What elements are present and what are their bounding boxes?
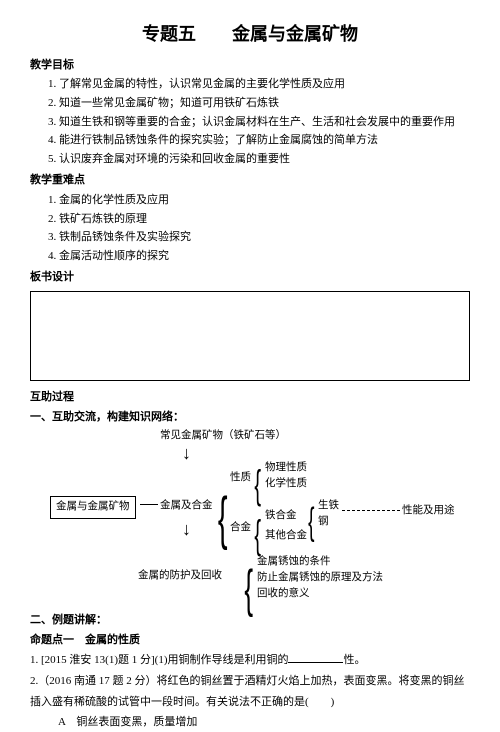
heading-keypoints: 教学重难点 bbox=[30, 172, 470, 190]
goal-item: 3. 知道生铁和钢等重要的合金；认识金属材料在生产、生活和社会发展中的重要作用 bbox=[48, 114, 470, 132]
arrow-down-icon: ↓ bbox=[182, 520, 191, 538]
blank-line bbox=[288, 651, 343, 663]
goals-list: 1. 了解常见金属的特性，认识常见金属的主要化学性质及应用 2. 知道一些常见金… bbox=[30, 76, 470, 168]
diag-i1: 生铁 bbox=[318, 498, 339, 515]
diag-b2: 防止金属锈蚀的原理及方法 bbox=[257, 570, 383, 587]
heading-board: 板书设计 bbox=[30, 269, 470, 287]
page-title: 专题五 金属与金属矿物 bbox=[30, 20, 470, 49]
q1-text-a: 1. [2015 淮安 13(1)题 1 分](1)用铜制作导线是利用铜的 bbox=[30, 654, 288, 666]
goal-item: 1. 了解常见金属的特性，认识常见金属的主要化学性质及应用 bbox=[48, 76, 470, 94]
diag-mid: 金属及合金 bbox=[160, 498, 213, 515]
diag-i2: 钢 bbox=[318, 514, 329, 531]
keypoint-item: 1. 金属的化学性质及应用 bbox=[48, 192, 470, 210]
diag-perf: 性能及用途 bbox=[402, 503, 455, 520]
keypoint-item: 2. 铁矿石炼铁的原理 bbox=[48, 211, 470, 229]
question-2-line1: 2.（2016 南通 17 题 2 分）将红色的铜丝置于酒精灯火焰上加热，表面变… bbox=[30, 672, 470, 691]
brace-icon: { bbox=[244, 548, 253, 631]
diag-p1: 物理性质 bbox=[265, 460, 307, 477]
option-a: A 铜丝表面变黑，质量增加 bbox=[30, 713, 470, 732]
diag-iron: 铁合金 bbox=[265, 508, 297, 525]
diag-top: 常见金属矿物（铁矿石等） bbox=[160, 428, 286, 445]
diag-b3: 回收的意义 bbox=[257, 586, 310, 603]
heading-goals: 教学目标 bbox=[30, 57, 470, 75]
connector-line bbox=[140, 504, 158, 505]
diag-prop: 性质 bbox=[230, 470, 251, 487]
brace-icon: { bbox=[218, 473, 228, 566]
diag-root: 金属与金属矿物 bbox=[50, 496, 136, 519]
keypoint-item: 3. 铁制品锈蚀条件及实验探究 bbox=[48, 229, 470, 247]
diag-b1: 金属锈蚀的条件 bbox=[257, 554, 331, 571]
question-1: 1. [2015 淮安 13(1)题 1 分](1)用铜制作导线是利用铜的 性。 bbox=[30, 651, 470, 670]
goal-item: 2. 知道一些常见金属矿物；知道可用铁矿石炼铁 bbox=[48, 95, 470, 113]
question-2-line2: 插入盛有稀硫酸的试管中一段时间。有关说法不正确的是( ) bbox=[30, 693, 470, 712]
board-design-box bbox=[30, 291, 470, 381]
diag-bot: 金属的防护及回收 bbox=[138, 568, 222, 585]
diag-p2: 化学性质 bbox=[265, 476, 307, 493]
goal-item: 4. 能进行铁制品锈蚀条件的探究实验；了解防止金属腐蚀的简单方法 bbox=[48, 132, 470, 150]
topic-heading: 命题点一 金属的性质 bbox=[30, 632, 470, 650]
q1-text-b: 性。 bbox=[343, 654, 365, 666]
keypoints-list: 1. 金属的化学性质及应用 2. 铁矿石炼铁的原理 3. 铁制品锈蚀条件及实验探… bbox=[30, 192, 470, 265]
diag-other: 其他合金 bbox=[265, 528, 307, 545]
concept-diagram: 常见金属矿物（铁矿石等） ↓ 金属与金属矿物 金属及合金 { 性质 { 物理性质… bbox=[30, 428, 470, 608]
brace-icon: { bbox=[308, 492, 314, 553]
subheading-network: 一、互助交流，构建知识网络： bbox=[30, 409, 470, 427]
heading-process: 互助过程 bbox=[30, 389, 470, 407]
keypoint-item: 4. 金属活动性顺序的探究 bbox=[48, 248, 470, 266]
goal-item: 5. 认识废弃金属对环境的污染和回收金属的重要性 bbox=[48, 151, 470, 169]
arrow-down-icon: ↓ bbox=[182, 444, 191, 462]
diag-alloy: 合金 bbox=[230, 520, 251, 537]
dashed-line bbox=[342, 510, 400, 511]
